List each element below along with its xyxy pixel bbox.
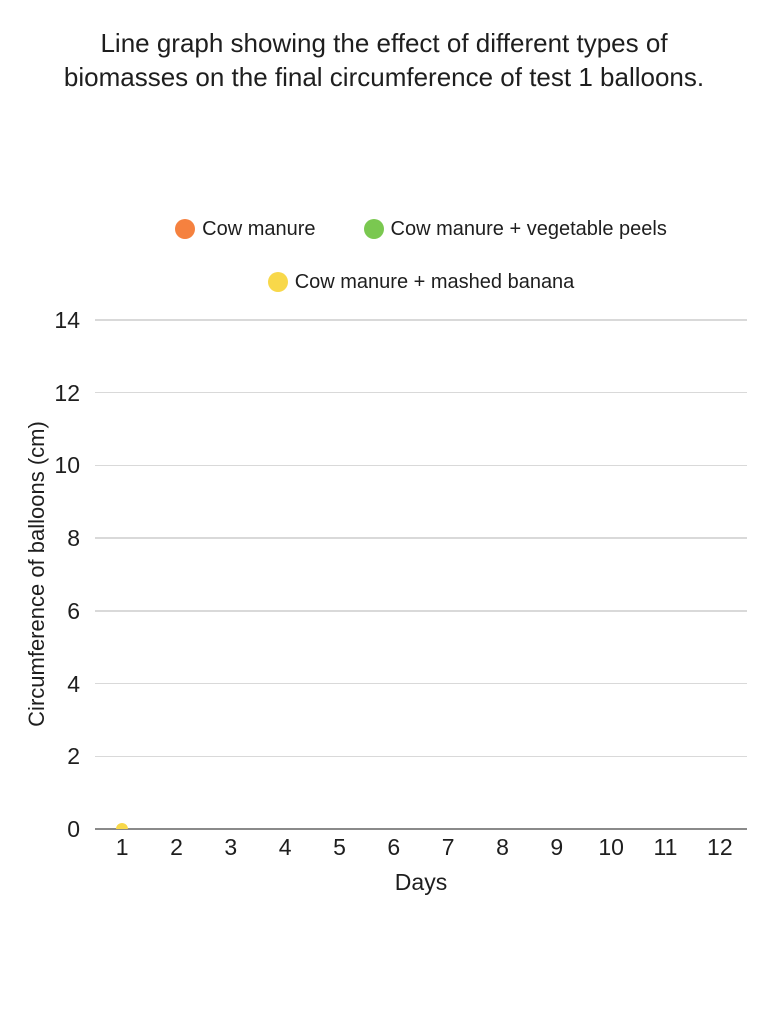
legend: Cow manure Cow manure + vegetable peels Co…	[95, 217, 747, 294]
x-tick-label: 4	[278, 834, 292, 860]
x-tick-label: 10	[598, 834, 624, 860]
x-tick-label: 5	[333, 834, 346, 860]
y-tick-label: 8	[67, 525, 80, 552]
legend-dot-icon	[267, 272, 288, 292]
gridline	[95, 537, 747, 539]
x-axis-title: Days	[394, 869, 448, 895]
legend-item-label: Cow manure + mashed banana	[294, 271, 575, 293]
legend-dot-icon	[363, 219, 384, 239]
legend-item: Cow manure + vegetable peels	[363, 217, 667, 241]
y-tick-label: 4	[67, 670, 80, 697]
x-tick-label: 3	[224, 834, 238, 860]
x-tick-label: 7	[441, 834, 455, 860]
x-tick-label: 6	[387, 834, 401, 860]
legend-item: Cow manure + mashed banana	[267, 270, 575, 294]
gridline	[95, 391, 747, 394]
legend-item-label: Cow manure + vegetable peels	[390, 218, 667, 240]
y-tick-label: 0	[67, 816, 80, 842]
x-tick-label: 11	[653, 834, 678, 860]
y-tick-label: 12	[54, 379, 80, 406]
legend-item: Cow manure	[175, 217, 316, 241]
y-tick-label: 14	[54, 307, 80, 333]
y-tick-label: 10	[54, 452, 80, 479]
x-tick-label: 9	[550, 834, 564, 860]
data-point	[116, 823, 129, 829]
y-tick-label: 2	[67, 743, 80, 770]
gridline	[95, 682, 747, 685]
y-tick-label: 6	[67, 597, 80, 624]
plot-area	[95, 320, 747, 829]
legend-item-label: Cow manure	[202, 218, 316, 240]
legend-dot-icon	[175, 219, 196, 239]
x-axis-line	[95, 828, 747, 830]
x-tick-label: 8	[496, 834, 509, 860]
chart-title: Line graph showing the effect of differe…	[63, 28, 705, 92]
gridline	[95, 319, 747, 321]
x-tick-label: 2	[170, 834, 183, 860]
gridline	[95, 464, 747, 467]
x-tick-label: 12	[707, 834, 733, 860]
gridline	[95, 755, 747, 758]
x-tick-label: 1	[115, 834, 129, 860]
gridline	[95, 610, 747, 612]
